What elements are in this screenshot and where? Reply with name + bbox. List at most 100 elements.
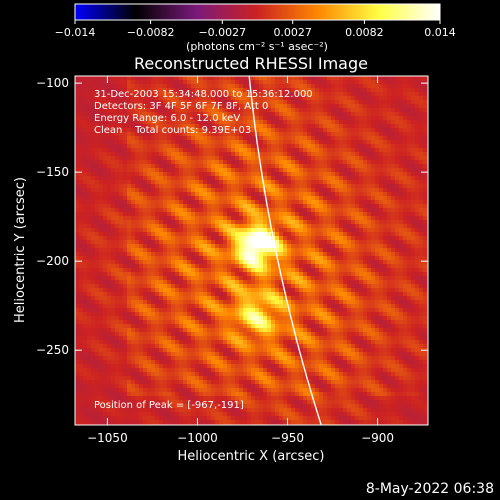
heatmap-cell — [191, 132, 195, 136]
heatmap-cell — [243, 156, 247, 160]
heatmap-cell — [191, 208, 195, 212]
heatmap-cell — [75, 240, 79, 244]
heatmap-cell — [187, 212, 191, 216]
heatmap-cell — [155, 304, 159, 308]
heatmap-cell — [131, 408, 135, 412]
heatmap-cell — [255, 268, 259, 272]
heatmap-cell — [103, 152, 107, 156]
heatmap-cell — [75, 308, 79, 312]
heatmap-cell — [75, 324, 79, 328]
heatmap-cell — [111, 276, 115, 280]
heatmap-cell — [147, 308, 151, 312]
heatmap-cell — [135, 372, 139, 376]
heatmap-cell — [179, 208, 183, 212]
heatmap-cell — [95, 176, 99, 180]
heatmap-cell — [263, 144, 267, 148]
heatmap-cell — [143, 88, 147, 92]
heatmap-cell — [251, 144, 255, 148]
heatmap-cell — [103, 408, 107, 412]
heatmap-cell — [263, 260, 267, 264]
heatmap-cell — [199, 196, 203, 200]
heatmap-cell — [131, 128, 135, 132]
heatmap-cell — [83, 148, 87, 152]
heatmap-cell — [87, 144, 91, 148]
heatmap-cell — [291, 272, 295, 276]
heatmap-cell — [295, 96, 299, 100]
heatmap-cell — [287, 128, 291, 132]
heatmap-cell — [103, 284, 107, 288]
heatmap-cell — [219, 340, 223, 344]
heatmap-cell — [287, 260, 291, 264]
heatmap-cell — [115, 396, 119, 400]
heatmap-cell — [179, 312, 183, 316]
heatmap-cell — [139, 220, 143, 224]
heatmap-cell — [155, 224, 159, 228]
heatmap-cell — [167, 356, 171, 360]
heatmap-cell — [263, 336, 267, 340]
heatmap-cell — [263, 292, 267, 296]
heatmap-cell — [251, 264, 255, 268]
heatmap-cell — [211, 252, 215, 256]
heatmap-cell — [223, 296, 227, 300]
heatmap-cell — [239, 128, 243, 132]
heatmap-cell — [287, 284, 291, 288]
heatmap-cell — [135, 208, 139, 212]
heatmap-cell — [115, 216, 119, 220]
heatmap-cell — [151, 404, 155, 408]
heatmap-cell — [75, 96, 79, 100]
heatmap-cell — [115, 84, 119, 88]
heatmap-cell — [255, 116, 259, 120]
heatmap-cell — [95, 308, 99, 312]
heatmap-cell — [239, 284, 243, 288]
heatmap-cell — [131, 264, 135, 268]
heatmap-cell — [243, 384, 247, 388]
heatmap-cell — [163, 92, 167, 96]
heatmap-cell — [283, 160, 287, 164]
heatmap-cell — [199, 152, 203, 156]
heatmap-cell — [155, 388, 159, 392]
heatmap-cell — [167, 128, 171, 132]
heatmap-cell — [287, 192, 291, 196]
heatmap-cell — [103, 228, 107, 232]
heatmap-cell — [119, 272, 123, 276]
heatmap-cell — [275, 80, 279, 84]
heatmap-cell — [127, 220, 131, 224]
heatmap-cell — [219, 232, 223, 236]
heatmap-cell — [191, 224, 195, 228]
heatmap-cell — [135, 108, 139, 112]
heatmap-cell — [151, 376, 155, 380]
heatmap-cell — [123, 264, 127, 268]
heatmap-cell — [263, 252, 267, 256]
heatmap-cell — [151, 356, 155, 360]
heatmap-cell — [235, 336, 239, 340]
heatmap-cell — [267, 264, 271, 268]
heatmap-cell — [151, 108, 155, 112]
heatmap-cell — [91, 100, 95, 104]
heatmap-cell — [143, 408, 147, 412]
heatmap-cell — [95, 300, 99, 304]
heatmap-cell — [187, 260, 191, 264]
heatmap-cell — [155, 264, 159, 268]
heatmap-cell — [223, 152, 227, 156]
heatmap-cell — [231, 220, 235, 224]
heatmap-cell — [83, 208, 87, 212]
heatmap-cell — [235, 276, 239, 280]
heatmap-cell — [127, 240, 131, 244]
heatmap-cell — [219, 220, 223, 224]
heatmap-cell — [75, 144, 79, 148]
heatmap-cell — [191, 180, 195, 184]
heatmap-cell — [283, 144, 287, 148]
heatmap-cell — [107, 92, 111, 96]
heatmap-cell — [83, 268, 87, 272]
heatmap-cell — [203, 116, 207, 120]
heatmap-cell — [287, 80, 291, 84]
heatmap-cell — [91, 256, 95, 260]
heatmap-cell — [79, 328, 83, 332]
heatmap-cell — [295, 76, 299, 80]
heatmap-cell — [259, 388, 263, 392]
heatmap-cell — [259, 184, 263, 188]
heatmap-cell — [111, 356, 115, 360]
heatmap-cell — [255, 156, 259, 160]
heatmap-cell — [147, 272, 151, 276]
heatmap-cell — [99, 364, 103, 368]
